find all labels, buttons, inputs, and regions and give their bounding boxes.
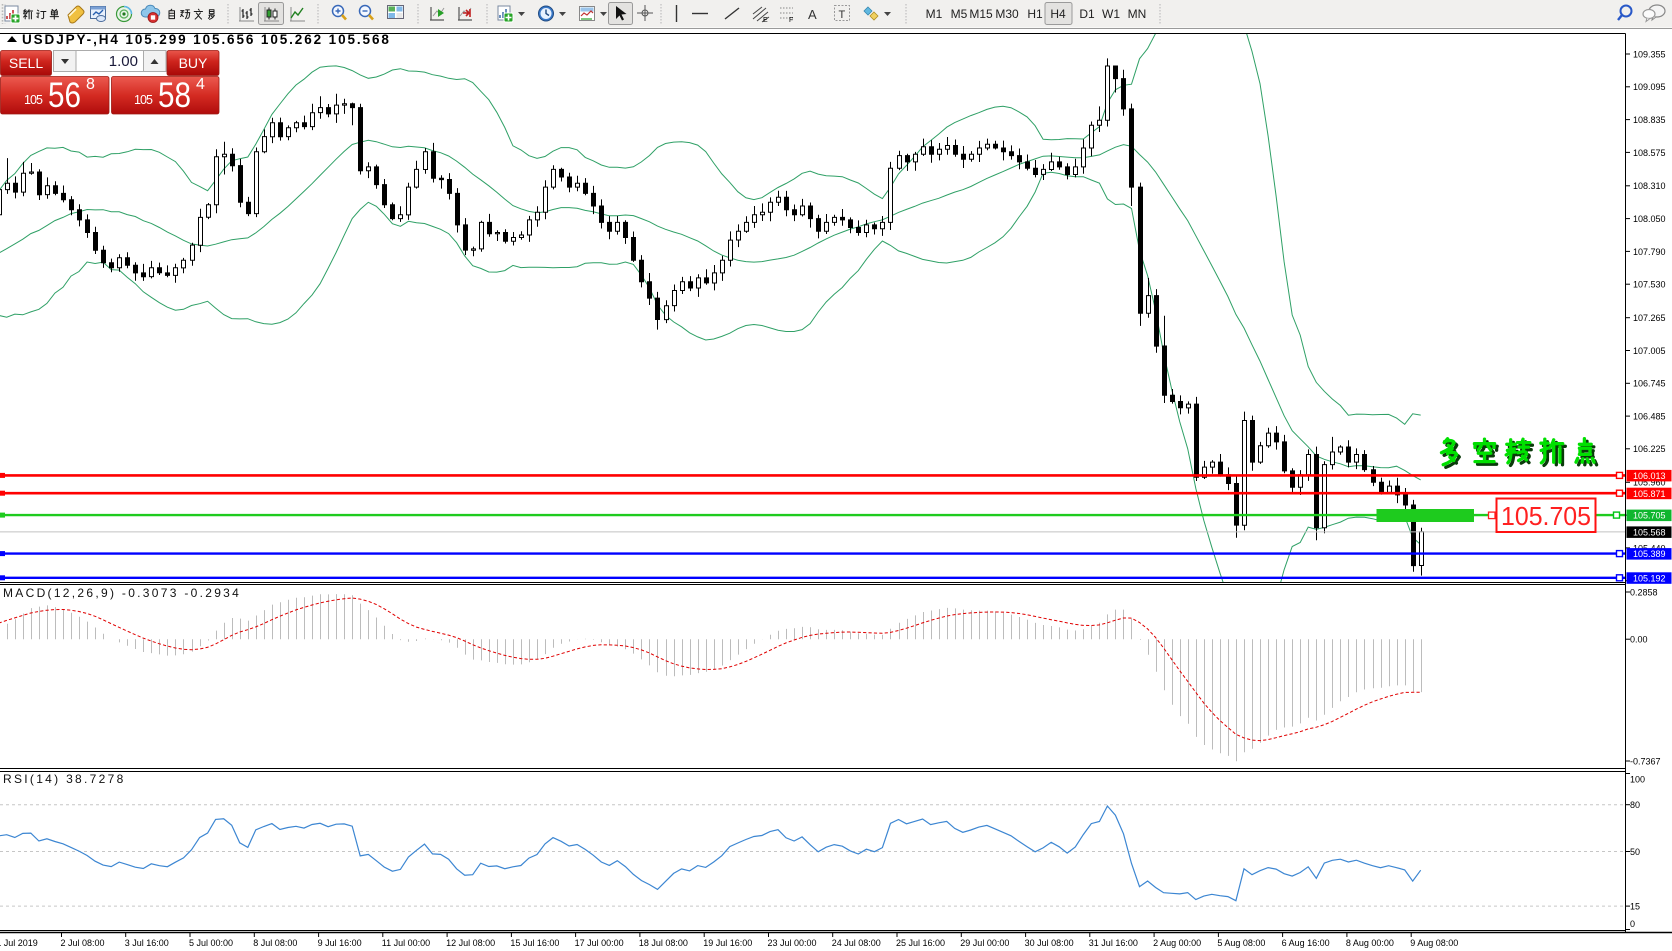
svg-text:W1: W1: [1102, 7, 1120, 21]
svg-text:M15: M15: [969, 7, 993, 21]
svg-text:107.790: 107.790: [1633, 247, 1666, 257]
svg-text:5 Aug 08:00: 5 Aug 08:00: [1217, 938, 1265, 948]
svg-text:0.00: 0.00: [1630, 635, 1648, 645]
svg-text:105: 105: [24, 93, 43, 107]
svg-text:15 Jul 16:00: 15 Jul 16:00: [510, 938, 559, 948]
svg-text:15: 15: [1630, 902, 1640, 912]
svg-text:30 Jul 08:00: 30 Jul 08:00: [1025, 938, 1074, 948]
svg-text:9 Jul 16:00: 9 Jul 16:00: [318, 938, 362, 948]
svg-text:F: F: [789, 17, 793, 24]
svg-text:56: 56: [48, 76, 81, 115]
svg-text:2 Aug 00:00: 2 Aug 00:00: [1153, 938, 1201, 948]
svg-text:6 Aug 16:00: 6 Aug 16:00: [1282, 938, 1330, 948]
svg-text:105: 105: [134, 93, 153, 107]
svg-text:BUY: BUY: [179, 55, 208, 71]
svg-text:105.705: 105.705: [1501, 501, 1591, 531]
svg-text:SELL: SELL: [9, 55, 43, 71]
svg-text:105.705: 105.705: [1633, 511, 1666, 521]
svg-text:106.485: 106.485: [1633, 412, 1666, 422]
svg-text:9 Aug 08:00: 9 Aug 08:00: [1410, 938, 1458, 948]
svg-text:105.192: 105.192: [1633, 573, 1666, 583]
svg-text:A: A: [808, 7, 817, 22]
svg-text:USDJPY-,H4 105.299 105.656 10: USDJPY-,H4 105.299 105.656 105.262 105.5…: [22, 32, 391, 47]
svg-text:0: 0: [1630, 919, 1635, 929]
svg-text:23 Jul 00:00: 23 Jul 00:00: [768, 938, 817, 948]
svg-text:M30: M30: [995, 7, 1019, 21]
svg-text:29 Jul 00:00: 29 Jul 00:00: [960, 938, 1009, 948]
svg-text:8: 8: [86, 76, 95, 93]
svg-text:31 Jul 16:00: 31 Jul 16:00: [1089, 938, 1138, 948]
svg-text:H1: H1: [1027, 7, 1043, 21]
svg-text:18 Jul 08:00: 18 Jul 08:00: [639, 938, 688, 948]
svg-text:109.355: 109.355: [1633, 49, 1666, 59]
svg-text:D1: D1: [1079, 7, 1095, 21]
svg-text:12 Jul 08:00: 12 Jul 08:00: [446, 938, 495, 948]
svg-text:108.310: 108.310: [1633, 181, 1666, 191]
svg-text:106.013: 106.013: [1633, 471, 1666, 481]
svg-text:105.960: 105.960: [1633, 478, 1666, 488]
svg-text:25 Jul 16:00: 25 Jul 16:00: [896, 938, 945, 948]
svg-text:17 Jul 00:00: 17 Jul 00:00: [575, 938, 624, 948]
svg-text:108.575: 108.575: [1633, 148, 1666, 158]
svg-text:19 Jul 16:00: 19 Jul 16:00: [703, 938, 752, 948]
svg-text:1 Jul 2019: 1 Jul 2019: [0, 938, 38, 948]
svg-text:80: 80: [1630, 800, 1640, 810]
svg-text:8 Jul 08:00: 8 Jul 08:00: [253, 938, 297, 948]
svg-text:106.225: 106.225: [1633, 444, 1666, 454]
svg-text:8 Aug 00:00: 8 Aug 00:00: [1346, 938, 1394, 948]
svg-text:107.005: 107.005: [1633, 346, 1666, 356]
svg-text:MACD(12,26,9) -0.3073 -0.2934: MACD(12,26,9) -0.3073 -0.2934: [3, 586, 241, 600]
svg-text:100: 100: [1630, 775, 1645, 785]
svg-text:106.745: 106.745: [1633, 379, 1666, 389]
svg-text:H4: H4: [1050, 7, 1066, 21]
svg-text:109.095: 109.095: [1633, 82, 1666, 92]
svg-text:4: 4: [196, 76, 205, 93]
svg-text:-0.7367: -0.7367: [1630, 756, 1661, 766]
svg-text:3 Jul 16:00: 3 Jul 16:00: [125, 938, 169, 948]
svg-text:105.871: 105.871: [1633, 489, 1666, 499]
svg-text:E: E: [763, 17, 768, 24]
svg-text:M1: M1: [926, 7, 943, 21]
svg-text:108.835: 108.835: [1633, 115, 1666, 125]
svg-text:105.389: 105.389: [1633, 549, 1666, 559]
svg-text:24 Jul 08:00: 24 Jul 08:00: [832, 938, 881, 948]
svg-text:M5: M5: [951, 7, 968, 21]
svg-text:107.265: 107.265: [1633, 313, 1666, 323]
svg-text:MN: MN: [1128, 7, 1147, 21]
svg-text:RSI(14) 38.7278: RSI(14) 38.7278: [3, 772, 126, 786]
svg-text:105.568: 105.568: [1633, 528, 1666, 538]
svg-text:50: 50: [1630, 847, 1640, 857]
svg-text:T: T: [839, 9, 846, 21]
svg-text:58: 58: [158, 76, 191, 115]
svg-text:107.530: 107.530: [1633, 280, 1666, 290]
svg-text:2 Jul 08:00: 2 Jul 08:00: [61, 938, 105, 948]
svg-text:0.2858: 0.2858: [1630, 587, 1658, 597]
svg-text:1.00: 1.00: [109, 53, 138, 70]
svg-text:11 Jul 00:00: 11 Jul 00:00: [382, 938, 430, 948]
svg-text:5 Jul 00:00: 5 Jul 00:00: [189, 938, 233, 948]
svg-text:108.050: 108.050: [1633, 214, 1666, 224]
